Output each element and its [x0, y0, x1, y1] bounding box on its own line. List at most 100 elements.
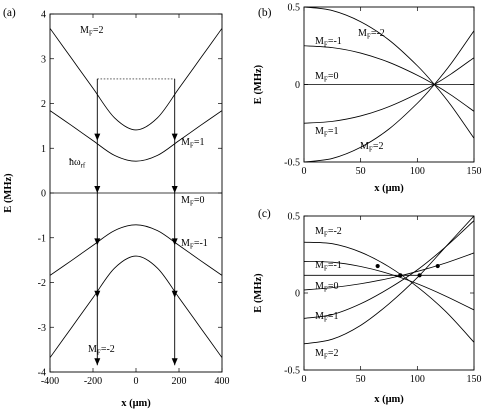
series-label: MF=0: [181, 195, 204, 208]
series-line-MF1: [304, 57, 474, 124]
y-tick-label: 0: [295, 80, 300, 91]
series-line-MFminus2: [304, 7, 474, 139]
series-line-MFminus1: [50, 224, 222, 276]
series-label-main: M: [181, 238, 190, 249]
transition-arrowhead: [94, 186, 101, 193]
series-label: MF=-2: [315, 226, 342, 239]
crossing-point: [375, 263, 380, 269]
series-label-rest: =-2: [371, 28, 385, 39]
x-tick-label: 400: [215, 376, 230, 387]
crossing-point: [417, 273, 422, 278]
transition-arrowhead: [171, 238, 178, 246]
y-tick-label: -0.5: [284, 158, 300, 169]
series-line-MFminus2: [304, 241, 474, 343]
series-line-MF2: [50, 28, 222, 131]
y-tick-label: 0: [41, 189, 46, 200]
transition-arrowhead: [94, 133, 101, 141]
series-label-sub: F: [324, 76, 328, 84]
series-label: MF=1: [315, 311, 338, 324]
series-label-sub: F: [190, 142, 194, 150]
y-tick-label: -3: [38, 323, 46, 334]
series-label-sub: F: [324, 131, 328, 139]
series-label-rest: =-2: [101, 344, 115, 355]
series-label-rest: =0: [328, 71, 339, 82]
series-label-rest: =-1: [194, 238, 208, 249]
series-label-sub: F: [97, 349, 101, 357]
x-tick-label: -200: [84, 376, 102, 387]
series-label-sub: F: [367, 33, 371, 41]
series-label: MF=2: [80, 25, 103, 38]
panel-a: -400 -200 0 200 400 -4 -3 -2 -1 0 1 2 3 4 x (μm) E (MHz…: [3, 7, 230, 409]
x-tick-label: 100: [410, 374, 425, 385]
series-label-sub: F: [324, 316, 328, 324]
series-label: MF=1: [181, 137, 204, 150]
plot-area: [304, 7, 474, 162]
series-label-sub: F: [324, 286, 328, 294]
series-label-main: M: [181, 195, 190, 206]
series-line-MFminus2: [50, 255, 222, 358]
series-label-rest: =1: [194, 137, 205, 148]
series-label-main: M: [315, 281, 324, 292]
rf-photon-annotation: ħωrf: [69, 157, 86, 170]
panel-c: 0 50 100 150-0.500.5x (μm)E (MHz)(c)MF=-2MF…: [253, 208, 482, 405]
y-tick-label: 4: [41, 10, 46, 21]
series-line-MF1: [50, 110, 222, 162]
series-line-MF2: [304, 30, 474, 162]
annotation-main: ħω: [69, 157, 81, 168]
y-tick-label: 0.5: [288, 3, 301, 14]
series-label-main: M: [80, 25, 89, 36]
x-axis-label: x (μm): [374, 394, 404, 405]
series-label-sub: F: [89, 30, 93, 38]
series-label-sub: F: [324, 265, 328, 273]
crossing-point: [398, 273, 403, 278]
x-tick-label: 100: [410, 166, 425, 177]
series-label-main: M: [88, 344, 97, 355]
transition-arrowhead: [171, 186, 178, 193]
series-label-sub: F: [324, 231, 328, 239]
series-label-main: M: [315, 226, 324, 237]
series-label-main: M: [315, 311, 324, 322]
panel-b: 0 50 100 150-0.500.5x (μm)E (MHz)(b)MF=-2MF…: [253, 3, 482, 195]
series-label-rest: =2: [328, 348, 339, 359]
panel-tag: (c): [258, 208, 271, 220]
y-tick-label: 0: [295, 289, 300, 300]
series-label-sub: F: [190, 200, 194, 208]
series-label-main: M: [315, 348, 324, 359]
plot-area: [50, 28, 222, 358]
x-tick-label: 150: [467, 374, 482, 385]
series-label: MF=2: [315, 348, 338, 361]
series-label-sub: F: [324, 41, 328, 49]
x-tick-label: 0: [134, 376, 139, 387]
transition-arrowhead: [94, 238, 101, 246]
series-line-MFminus1: [304, 261, 474, 311]
series-label-rest: =0: [328, 281, 339, 292]
y-tick-label: 2: [41, 99, 46, 110]
plot-frame: [303, 215, 475, 371]
series-label-rest: =-2: [328, 226, 342, 237]
x-tick-label: -400: [41, 376, 59, 387]
series-label-rest: =-1: [328, 36, 342, 47]
x-tick-label: 50: [356, 166, 366, 177]
series-line-MF2: [304, 216, 474, 345]
series-label: MF=2: [360, 141, 383, 154]
plot-area: [304, 216, 474, 345]
x-axis-label: x (μm): [121, 398, 151, 409]
series-label-sub: F: [190, 243, 194, 251]
series-label-sub: F: [324, 353, 328, 361]
y-axis-label: E (MHz): [253, 64, 264, 104]
y-tick-label: 3: [41, 54, 46, 65]
series-label-main: M: [315, 260, 324, 271]
series-label: MF=-2: [358, 28, 385, 41]
series-line-MF0: [304, 252, 474, 291]
series-line-MFminus1: [304, 45, 474, 112]
y-tick-label: -1: [38, 233, 46, 244]
series-label-rest: =2: [373, 141, 384, 152]
series-label-main: M: [358, 28, 367, 39]
x-tick-label: 200: [172, 376, 187, 387]
y-axis-label: E (MHz): [253, 273, 264, 313]
y-axis-label: E (MHz): [3, 173, 14, 213]
y-tick-label: 0.5: [288, 212, 301, 223]
x-axis-label: x (μm): [374, 183, 404, 194]
series-label-main: M: [315, 71, 324, 82]
